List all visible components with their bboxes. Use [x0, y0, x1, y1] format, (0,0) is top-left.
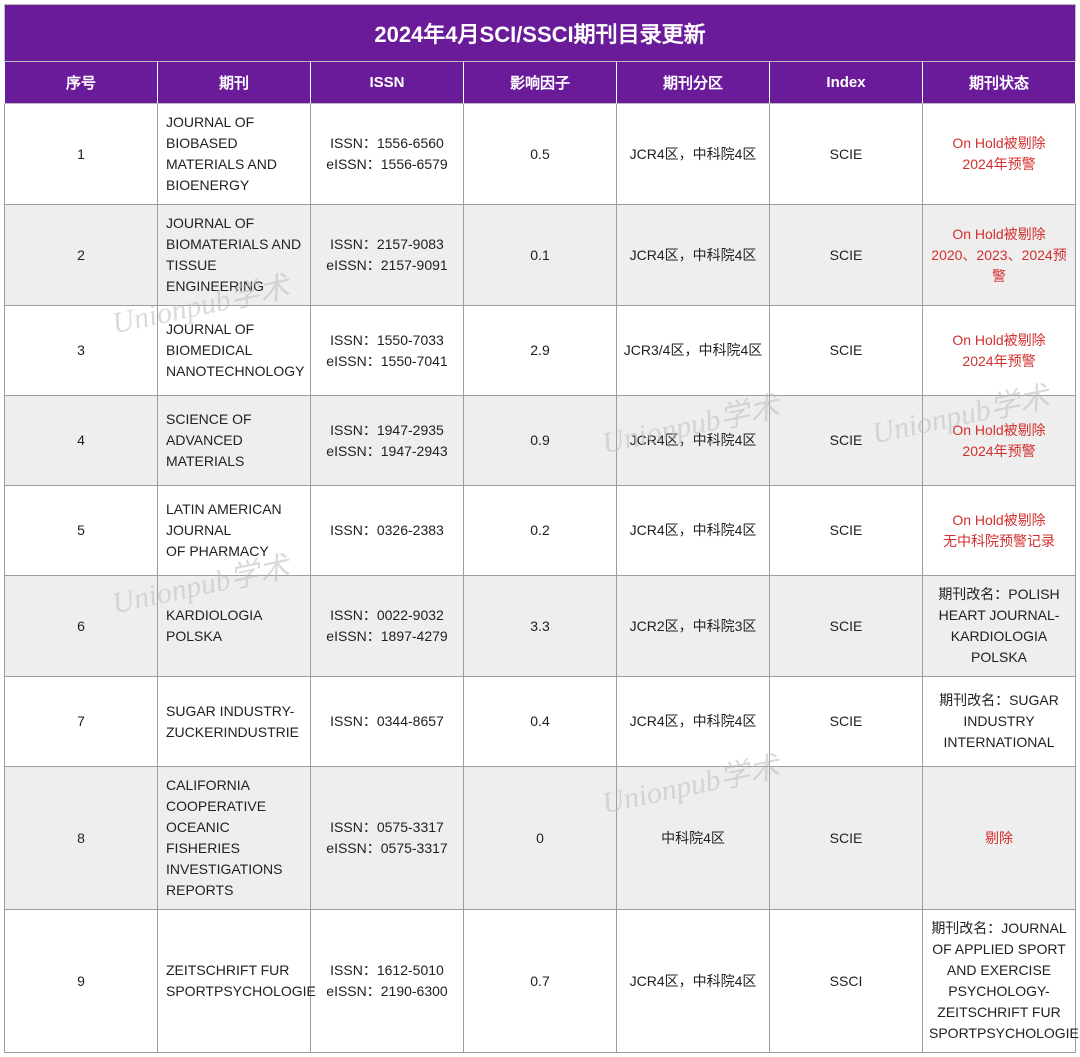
cell-journal: LATIN AMERICAN JOURNAL OF PHARMACY	[158, 486, 311, 576]
cell-if: 0.4	[464, 677, 617, 767]
cell-index: SCIE	[770, 104, 923, 205]
cell-part: JCR4区，中科院4区	[617, 104, 770, 205]
cell-part: 中科院4区	[617, 767, 770, 910]
cell-issn: ISSN：2157-9083 eISSN：2157-9091	[311, 205, 464, 306]
cell-index: SCIE	[770, 306, 923, 396]
cell-journal: KARDIOLOGIA POLSKA	[158, 576, 311, 677]
cell-if: 0.1	[464, 205, 617, 306]
cell-part: JCR4区，中科院4区	[617, 205, 770, 306]
cell-if: 0	[464, 767, 617, 910]
cell-part: JCR4区，中科院4区	[617, 910, 770, 1053]
cell-part: JCR4区，中科院4区	[617, 677, 770, 767]
cell-part: JCR4区，中科院4区	[617, 486, 770, 576]
cell-seq: 3	[5, 306, 158, 396]
table-title: 2024年4月SCI/SSCI期刊目录更新	[5, 5, 1076, 62]
cell-journal: JOURNAL OF BIOMEDICAL NANOTECHNOLOGY	[158, 306, 311, 396]
cell-index: SCIE	[770, 486, 923, 576]
cell-seq: 7	[5, 677, 158, 767]
cell-issn: ISSN：1550-7033 eISSN：1550-7041	[311, 306, 464, 396]
col-header-if: 影响因子	[464, 62, 617, 104]
table-row: 7SUGAR INDUSTRY-ZUCKERINDUSTRIEISSN：0344…	[5, 677, 1076, 767]
cell-journal: ZEITSCHRIFT FUR SPORTPSYCHOLOGIE	[158, 910, 311, 1053]
cell-issn: ISSN：1947-2935 eISSN：1947-2943	[311, 396, 464, 486]
col-header-index: Index	[770, 62, 923, 104]
cell-seq: 4	[5, 396, 158, 486]
cell-journal: SUGAR INDUSTRY-ZUCKERINDUSTRIE	[158, 677, 311, 767]
cell-issn: ISSN：1556-6560 eISSN：1556-6579	[311, 104, 464, 205]
table-row: 1JOURNAL OF BIOBASED MATERIALS AND BIOEN…	[5, 104, 1076, 205]
cell-seq: 1	[5, 104, 158, 205]
table-row: 6KARDIOLOGIA POLSKAISSN：0022-9032 eISSN：…	[5, 576, 1076, 677]
cell-status: 期刊改名：POLISH HEART JOURNAL-KARDIOLOGIA PO…	[923, 576, 1076, 677]
cell-issn: ISSN：0344-8657	[311, 677, 464, 767]
cell-status: On Hold被剔除 2024年预警	[923, 104, 1076, 205]
cell-if: 2.9	[464, 306, 617, 396]
cell-issn: ISSN：1612-5010 eISSN：2190-6300	[311, 910, 464, 1053]
cell-status: 剔除	[923, 767, 1076, 910]
cell-part: JCR4区，中科院4区	[617, 396, 770, 486]
cell-status: On Hold被剔除 2020、2023、2024预警	[923, 205, 1076, 306]
col-header-seq: 序号	[5, 62, 158, 104]
table-row: 3JOURNAL OF BIOMEDICAL NANOTECHNOLOGYISS…	[5, 306, 1076, 396]
cell-index: SSCI	[770, 910, 923, 1053]
cell-index: SCIE	[770, 396, 923, 486]
cell-seq: 8	[5, 767, 158, 910]
cell-issn: ISSN：0575-3317 eISSN：0575-3317	[311, 767, 464, 910]
cell-part: JCR3/4区，中科院4区	[617, 306, 770, 396]
cell-issn: ISSN：0022-9032 eISSN：1897-4279	[311, 576, 464, 677]
cell-index: SCIE	[770, 576, 923, 677]
table-row: 2JOURNAL OF BIOMATERIALS AND TISSUE ENGI…	[5, 205, 1076, 306]
cell-status: 期刊改名：JOURNAL OF APPLIED SPORT AND EXERCI…	[923, 910, 1076, 1053]
table-row: 5LATIN AMERICAN JOURNAL OF PHARMACYISSN：…	[5, 486, 1076, 576]
cell-journal: CALIFORNIA COOPERATIVE OCEANIC FISHERIES…	[158, 767, 311, 910]
cell-if: 3.3	[464, 576, 617, 677]
cell-seq: 2	[5, 205, 158, 306]
table-body: 1JOURNAL OF BIOBASED MATERIALS AND BIOEN…	[5, 104, 1076, 1053]
table-row: 9ZEITSCHRIFT FUR SPORTPSYCHOLOGIEISSN：16…	[5, 910, 1076, 1053]
cell-seq: 6	[5, 576, 158, 677]
table-row: 8CALIFORNIA COOPERATIVE OCEANIC FISHERIE…	[5, 767, 1076, 910]
title-row: 2024年4月SCI/SSCI期刊目录更新	[5, 5, 1076, 62]
table-row: 4SCIENCE OF ADVANCED MATERIALSISSN：1947-…	[5, 396, 1076, 486]
cell-status: On Hold被剔除 无中科院预警记录	[923, 486, 1076, 576]
cell-journal: JOURNAL OF BIOMATERIALS AND TISSUE ENGIN…	[158, 205, 311, 306]
cell-index: SCIE	[770, 677, 923, 767]
cell-index: SCIE	[770, 767, 923, 910]
cell-journal: JOURNAL OF BIOBASED MATERIALS AND BIOENE…	[158, 104, 311, 205]
cell-status: On Hold被剔除 2024年预警	[923, 306, 1076, 396]
cell-if: 0.9	[464, 396, 617, 486]
cell-status: On Hold被剔除 2024年预警	[923, 396, 1076, 486]
cell-seq: 5	[5, 486, 158, 576]
cell-journal: SCIENCE OF ADVANCED MATERIALS	[158, 396, 311, 486]
cell-if: 0.2	[464, 486, 617, 576]
col-header-part: 期刊分区	[617, 62, 770, 104]
col-header-issn: ISSN	[311, 62, 464, 104]
cell-issn: ISSN：0326-2383	[311, 486, 464, 576]
cell-part: JCR2区，中科院3区	[617, 576, 770, 677]
table-container: Unionpub学术 Unionpub学术 Unionpub学术 Unionpu…	[0, 0, 1080, 1057]
journal-table: 2024年4月SCI/SSCI期刊目录更新 序号 期刊 ISSN 影响因子 期刊…	[4, 4, 1076, 1053]
cell-status: 期刊改名：SUGAR INDUSTRY INTERNATIONAL	[923, 677, 1076, 767]
cell-if: 0.7	[464, 910, 617, 1053]
cell-if: 0.5	[464, 104, 617, 205]
header-row: 序号 期刊 ISSN 影响因子 期刊分区 Index 期刊状态	[5, 62, 1076, 104]
col-header-status: 期刊状态	[923, 62, 1076, 104]
col-header-journal: 期刊	[158, 62, 311, 104]
cell-index: SCIE	[770, 205, 923, 306]
cell-seq: 9	[5, 910, 158, 1053]
